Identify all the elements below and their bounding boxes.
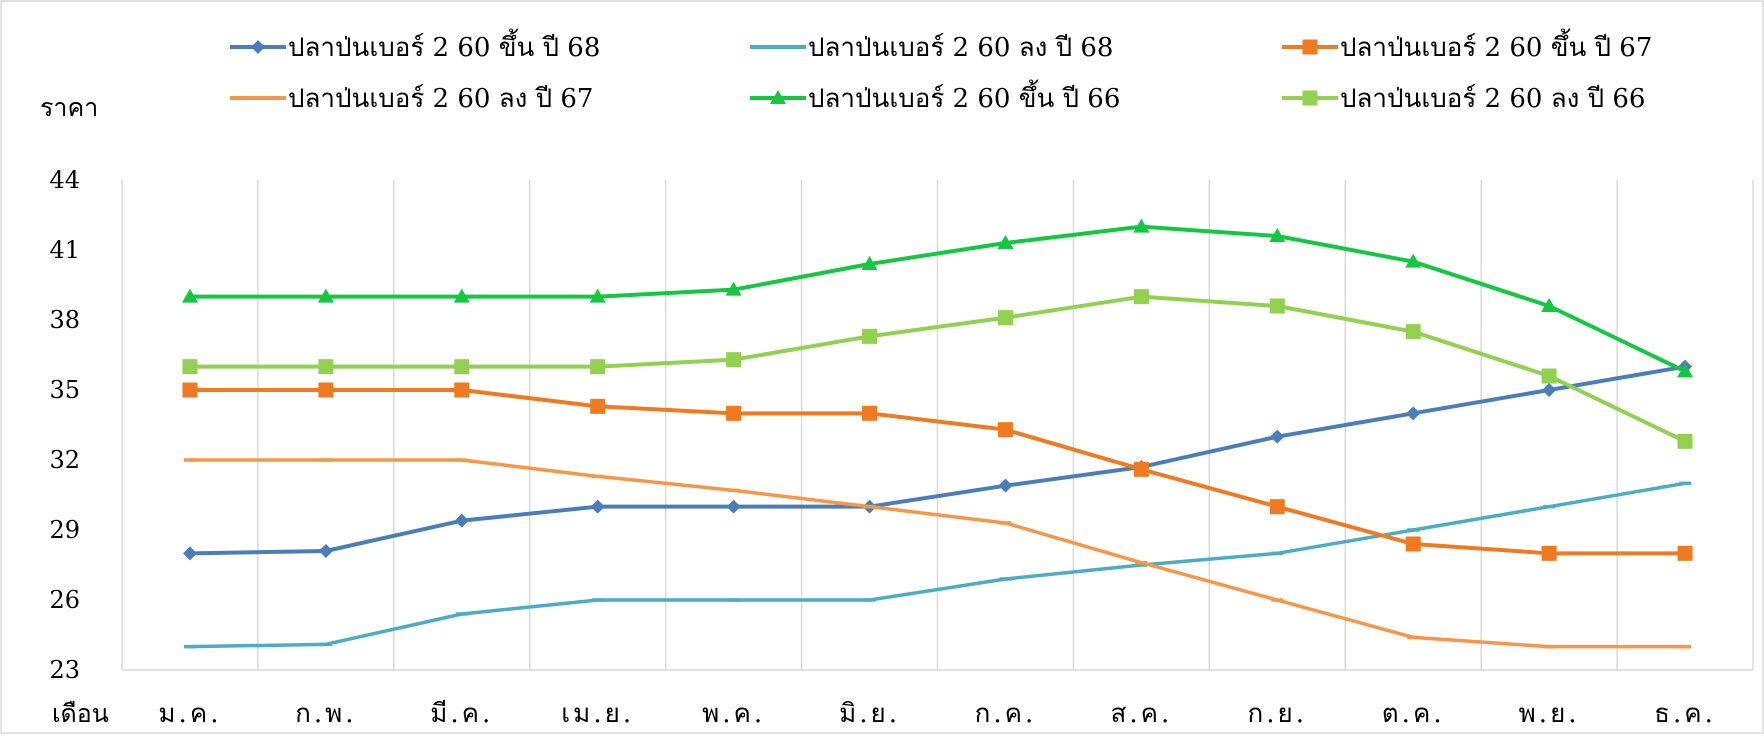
data-point <box>1302 39 1318 55</box>
x-tick-label: มี.ค. <box>430 699 493 729</box>
x-tick-label: ก.ย. <box>1248 699 1308 729</box>
series-line <box>189 364 1686 556</box>
data-point <box>725 281 742 296</box>
y-tick-label: 29 <box>49 516 80 544</box>
x-tick-label: ธ.ค. <box>1654 699 1716 729</box>
x-tick-label: ก.พ. <box>295 699 356 729</box>
legend-label: ปลาป่นเบอร์ 2 60 ขึ้น ปี 67 <box>1340 28 1652 63</box>
data-point <box>590 398 606 414</box>
data-point <box>862 328 878 344</box>
legend-label: ปลาป่นเบอร์ 2 60 ลง ปี 66 <box>1340 84 1645 114</box>
legend-item: ปลาป่นเบอร์ 2 60 ลง ปี 68 <box>750 33 1113 63</box>
legend-label: ปลาป่นเบอร์ 2 60 ขึ้น ปี 68 <box>288 28 600 63</box>
data-point <box>182 359 198 375</box>
legend-label: ปลาป่นเบอร์ 2 60 ลง ปี 67 <box>288 84 593 114</box>
data-point <box>997 235 1014 249</box>
axis-labels: 23 26 29 32 35 38 41 44 ม.ค. ก.พ. มี.ค. เม.ย. พ.ค. มิ… <box>49 166 1716 729</box>
data-point <box>1677 545 1693 561</box>
series-line <box>189 388 1686 556</box>
y-tick-label: 23 <box>49 656 80 684</box>
data-point <box>997 422 1013 438</box>
data-point <box>1541 298 1558 312</box>
data-point <box>318 544 333 558</box>
data-point <box>1270 429 1285 444</box>
data-point <box>454 359 470 375</box>
legend-label: ปลาป่นเบอร์ 2 60 ลง ปี 68 <box>808 33 1113 63</box>
data-point <box>318 382 334 398</box>
data-point <box>1677 433 1693 449</box>
data-point <box>454 382 470 398</box>
data-point <box>1133 461 1149 477</box>
data-point <box>251 40 265 54</box>
series-line <box>189 294 1686 444</box>
data-point <box>1541 368 1557 384</box>
data-point <box>181 288 198 303</box>
y-tick-label: 32 <box>49 446 80 474</box>
y-tick-label: 41 <box>49 236 80 264</box>
data-point <box>1269 298 1285 314</box>
data-point <box>1542 383 1557 397</box>
series-f07a21 <box>182 382 1693 561</box>
data-point <box>454 513 469 528</box>
data-point <box>453 288 470 303</box>
x-tick-label: เม.ย. <box>561 699 634 729</box>
legend-label: ปลาป่นเบอร์ 2 60 ขึ้น ปี 66 <box>808 79 1120 114</box>
series-4bacc6 <box>183 481 1692 649</box>
data-point <box>1269 228 1286 242</box>
data-point <box>318 359 334 375</box>
series-f79646 <box>183 458 1692 649</box>
legend-item: ปลาป่นเบอร์ 2 60 ขึ้น ปี 66 <box>750 79 1120 114</box>
x-tick-label: ส.ค. <box>1110 699 1172 729</box>
y-axis-title: ราคา <box>40 93 98 122</box>
data-point <box>317 288 334 303</box>
data-point <box>770 90 786 104</box>
x-tick-label: พ.ย. <box>1519 699 1580 729</box>
y-tick-label: 35 <box>49 376 80 404</box>
series-92d050 <box>182 289 1693 449</box>
series-line <box>189 458 1686 649</box>
x-tick-label: ต.ค. <box>1382 699 1445 729</box>
data-point <box>590 499 605 514</box>
legend-item: ปลาป่นเบอร์ 2 60 ขึ้น ปี 68 <box>230 28 600 63</box>
data-point <box>1269 499 1285 515</box>
data-point <box>1541 545 1557 561</box>
data-point <box>1405 253 1422 268</box>
legend-item: ปลาป่นเบอร์ 2 60 ลง ปี 67 <box>230 84 593 114</box>
series-layer <box>181 218 1694 649</box>
data-point <box>726 405 742 421</box>
data-point <box>1405 324 1421 340</box>
y-tick-label: 44 <box>49 166 80 194</box>
x-tick-label: พ.ค. <box>702 699 765 729</box>
data-point <box>998 478 1013 493</box>
data-point <box>589 288 606 303</box>
data-point <box>1133 218 1150 233</box>
series-line <box>189 481 1686 649</box>
data-point <box>997 310 1013 326</box>
legend: ปลาป่นเบอร์ 2 60 ขึ้น ปี 68 ปลาป่นเบอร์ 2… <box>230 28 1652 114</box>
legend-item: ปลาป่นเบอร์ 2 60 ลง ปี 66 <box>1282 84 1645 114</box>
data-point <box>1302 90 1318 106</box>
data-point <box>1405 536 1421 552</box>
data-point <box>1677 363 1694 378</box>
x-tick-label: มิ.ย. <box>839 699 900 729</box>
data-point <box>726 499 741 514</box>
data-point <box>861 256 878 270</box>
x-tick-label: ก.ค. <box>975 699 1037 729</box>
y-tick-label: 26 <box>49 586 80 614</box>
x-axis-title: เดือน <box>52 699 109 728</box>
series-13c740 <box>181 218 1694 378</box>
data-point <box>182 546 197 561</box>
y-tick-label: 38 <box>49 306 80 334</box>
data-point <box>1133 289 1149 305</box>
data-point <box>182 382 198 398</box>
data-point <box>590 359 606 375</box>
data-point <box>1406 406 1421 421</box>
data-point <box>862 405 878 421</box>
data-point <box>726 352 742 368</box>
series-line <box>189 224 1686 374</box>
legend-item: ปลาป่นเบอร์ 2 60 ขึ้น ปี 67 <box>1282 28 1652 63</box>
x-tick-label: ม.ค. <box>158 699 221 729</box>
